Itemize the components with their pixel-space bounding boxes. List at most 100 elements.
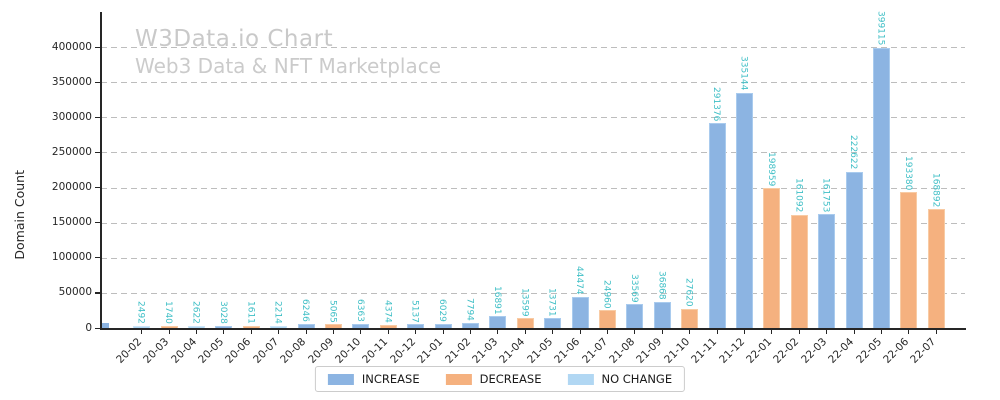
bar bbox=[325, 324, 342, 328]
y-tick-mark bbox=[95, 292, 100, 294]
y-tick-label: 100000 bbox=[51, 251, 92, 264]
x-tick-mark bbox=[360, 329, 362, 334]
bar-value-label: 2214 bbox=[272, 301, 283, 324]
x-tick-mark bbox=[497, 329, 499, 334]
bar-value-label: 13599 bbox=[519, 287, 530, 317]
bar-value-label: 33569 bbox=[628, 273, 639, 303]
bar bbox=[653, 302, 671, 328]
bar bbox=[462, 322, 479, 328]
bar-value-label: 16891 bbox=[491, 285, 502, 315]
x-tick-mark bbox=[771, 329, 773, 334]
x-tick-mark bbox=[689, 329, 691, 334]
gridline bbox=[101, 47, 965, 48]
x-tick-mark bbox=[442, 329, 444, 334]
bar-value-label: 161092 bbox=[793, 178, 804, 213]
bar bbox=[900, 192, 918, 328]
x-axis-spine bbox=[100, 328, 966, 330]
x-tick-mark bbox=[661, 329, 663, 334]
x-tick-mark bbox=[579, 329, 581, 334]
bar-value-label: 1740 bbox=[163, 301, 174, 324]
bar bbox=[516, 318, 534, 328]
legend-swatch bbox=[445, 373, 472, 385]
x-tick-mark bbox=[743, 329, 746, 334]
y-axis-label: Domain Count bbox=[12, 170, 27, 260]
bar-value-label: 193380 bbox=[902, 155, 913, 191]
bar bbox=[763, 188, 781, 328]
x-tick-mark bbox=[880, 329, 883, 334]
y-tick-label: 200000 bbox=[51, 181, 92, 193]
bar-value-label: 198959 bbox=[765, 151, 776, 187]
bar bbox=[434, 323, 452, 328]
gridline bbox=[101, 187, 965, 189]
bar-value-label: 161753 bbox=[820, 178, 831, 213]
x-tick-mark bbox=[798, 329, 800, 334]
x-tick-mark bbox=[469, 329, 472, 334]
legend-swatch bbox=[567, 373, 594, 385]
x-tick-mark bbox=[716, 329, 718, 334]
bar bbox=[845, 171, 863, 328]
y-axis-spine bbox=[100, 12, 102, 328]
y-tick-mark bbox=[95, 116, 100, 118]
x-tick-mark bbox=[634, 329, 636, 334]
bar bbox=[133, 326, 151, 328]
bar-value-label: 44474 bbox=[574, 266, 585, 295]
bar bbox=[215, 325, 233, 328]
bar bbox=[736, 92, 753, 328]
bar bbox=[626, 304, 644, 328]
y-tick-label: 0 bbox=[85, 321, 92, 334]
y-tick-label: 300000 bbox=[51, 110, 92, 123]
x-tick-mark bbox=[168, 329, 170, 334]
x-tick-mark bbox=[250, 329, 252, 334]
bar-value-label: 36868 bbox=[656, 271, 667, 301]
bar bbox=[352, 323, 370, 328]
bar-value-label: 335144 bbox=[738, 56, 749, 91]
bar bbox=[927, 209, 945, 328]
bar bbox=[270, 326, 288, 328]
bar bbox=[379, 324, 397, 328]
chart-legend: INCREASE DECREASE NO CHANGE bbox=[314, 366, 686, 392]
bar-value-label: 168892 bbox=[930, 173, 941, 208]
gridline bbox=[101, 152, 965, 154]
x-tick-mark bbox=[552, 329, 554, 334]
chart-title: W3Data.io Chart bbox=[135, 26, 334, 52]
y-tick-mark bbox=[95, 222, 100, 224]
legend-swatch bbox=[327, 373, 354, 385]
y-tick-mark bbox=[95, 81, 100, 83]
bar-value-label: 13731 bbox=[546, 287, 557, 317]
x-tick-mark bbox=[524, 329, 526, 334]
legend-label: DECREASE bbox=[479, 372, 542, 386]
x-tick-mark bbox=[332, 329, 335, 334]
bar bbox=[873, 47, 890, 328]
bar-value-label: 6029 bbox=[437, 298, 448, 322]
clipped-edge-bar bbox=[101, 323, 109, 328]
bar-value-label: 399115 bbox=[875, 11, 886, 46]
y-tick-mark bbox=[95, 151, 100, 154]
bar-value-label: 7794 bbox=[464, 297, 475, 321]
legend-label: NO CHANGE bbox=[601, 372, 673, 386]
bar bbox=[188, 326, 205, 328]
legend-item: DECREASE bbox=[445, 372, 542, 386]
y-tick-mark bbox=[95, 46, 100, 48]
bar-value-label: 5137 bbox=[409, 299, 420, 323]
x-tick-mark bbox=[415, 329, 417, 334]
bar-value-label: 6246 bbox=[300, 298, 311, 322]
bar-value-label: 3028 bbox=[217, 300, 228, 324]
bar bbox=[790, 214, 808, 328]
x-tick-mark bbox=[935, 329, 937, 334]
bar bbox=[160, 326, 178, 328]
y-tick-mark bbox=[95, 327, 100, 329]
bar bbox=[297, 323, 315, 328]
bar-value-label: 2622 bbox=[190, 301, 201, 324]
bar-value-label: 291376 bbox=[711, 86, 722, 122]
bar bbox=[544, 318, 562, 328]
legend-item: INCREASE bbox=[327, 372, 420, 386]
x-tick-mark bbox=[606, 329, 609, 334]
bar bbox=[489, 316, 507, 328]
bar bbox=[818, 214, 836, 328]
x-tick-mark bbox=[908, 329, 910, 334]
gridline bbox=[101, 82, 965, 84]
bar bbox=[599, 310, 616, 328]
bar-value-label: 6363 bbox=[354, 298, 365, 322]
y-tick-mark bbox=[95, 187, 100, 189]
